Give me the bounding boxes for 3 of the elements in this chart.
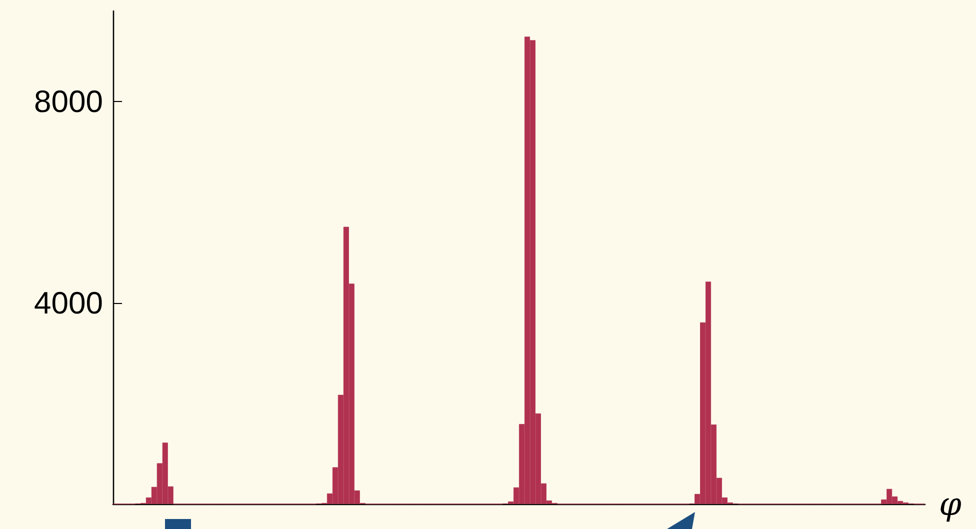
x-axis-title: φ bbox=[939, 485, 962, 523]
y-tick-label: 4000 bbox=[34, 285, 103, 320]
y-tick-label: 8000 bbox=[34, 84, 103, 120]
